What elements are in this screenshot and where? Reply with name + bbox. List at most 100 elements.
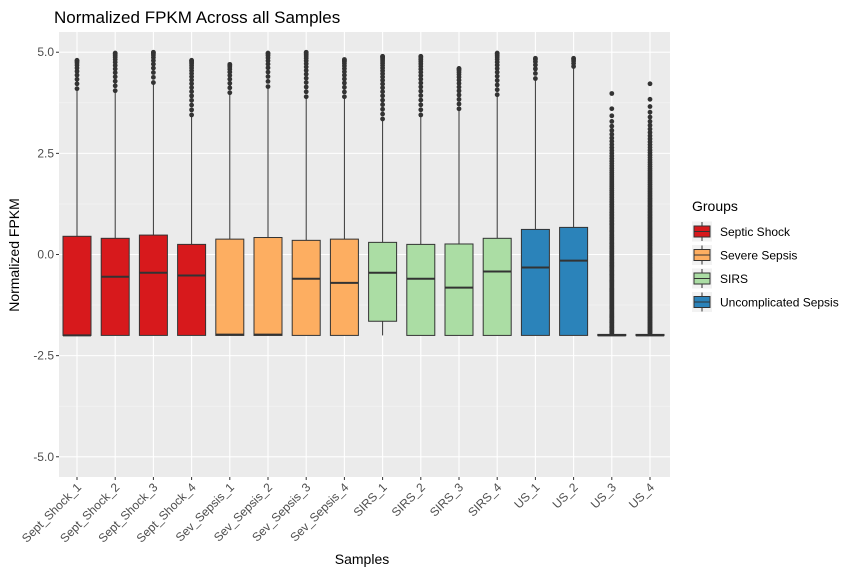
outlier-point bbox=[380, 81, 385, 87]
outlier-point bbox=[227, 80, 233, 86]
outlier-point bbox=[494, 62, 500, 68]
outlier-point bbox=[647, 119, 653, 124]
box-body bbox=[177, 243, 207, 336]
outlier-point bbox=[494, 66, 500, 71]
outlier-point bbox=[609, 128, 615, 133]
outlier-point bbox=[609, 131, 615, 137]
outlier-point bbox=[456, 92, 462, 98]
outlier-point bbox=[227, 85, 233, 91]
outlier-point bbox=[227, 90, 233, 96]
y-tick-label: 2.5 bbox=[37, 146, 54, 160]
outlier-point bbox=[418, 84, 424, 90]
box-sirs-3 bbox=[444, 66, 474, 336]
outlier-point bbox=[418, 107, 424, 113]
outlier-point bbox=[151, 80, 156, 85]
outlier-point bbox=[342, 69, 347, 75]
y-axis-title: Normalized FPKM bbox=[6, 198, 22, 312]
outlier-point bbox=[342, 89, 347, 95]
outlier-point bbox=[303, 71, 309, 77]
box-us-1 bbox=[520, 55, 550, 336]
outlier-point bbox=[380, 116, 385, 122]
outlier-point bbox=[151, 65, 156, 71]
box-sept-shock-4 bbox=[177, 57, 207, 336]
outlier-point bbox=[303, 68, 309, 73]
outlier-point bbox=[151, 70, 156, 75]
outlier-point bbox=[112, 63, 118, 68]
outlier-point bbox=[189, 102, 195, 108]
outlier-point bbox=[380, 93, 385, 99]
x-axis-title: Samples bbox=[335, 551, 389, 567]
outlier-point bbox=[456, 84, 462, 90]
outlier-point bbox=[380, 85, 385, 91]
box-sept-shock-1 bbox=[62, 57, 92, 337]
outlier-point bbox=[265, 69, 271, 75]
legend-item-sirs: SIRS bbox=[692, 268, 748, 289]
y-axis: 5.0 2.5 0.0 -2.5 -5.0 bbox=[33, 45, 59, 464]
outlier-point bbox=[494, 69, 500, 75]
outlier-point bbox=[609, 118, 615, 124]
outlier-point bbox=[609, 91, 615, 96]
outlier-point bbox=[647, 122, 653, 128]
outlier-point bbox=[380, 102, 385, 108]
outlier-point bbox=[342, 84, 347, 90]
y-tick-label: -5.0 bbox=[33, 450, 54, 464]
legend-item-severe-sepsis: Severe Sepsis bbox=[692, 245, 797, 265]
outlier-point bbox=[494, 78, 500, 83]
outlier-point bbox=[418, 102, 424, 108]
box-sev-sepsis-4 bbox=[329, 57, 359, 336]
outlier-point bbox=[609, 123, 615, 129]
outlier-point bbox=[189, 85, 195, 90]
outlier-point bbox=[456, 101, 462, 107]
outlier-point bbox=[303, 84, 309, 90]
y-tick-label: -2.5 bbox=[33, 349, 54, 363]
outlier-point bbox=[112, 66, 118, 72]
outlier-point bbox=[533, 62, 538, 68]
outlier-point bbox=[189, 107, 195, 113]
x-tick-label: SIRS_4 bbox=[465, 480, 504, 519]
outlier-point bbox=[265, 79, 271, 84]
box-body bbox=[520, 228, 550, 336]
outlier-point bbox=[265, 65, 271, 71]
box-sirs-1 bbox=[368, 53, 398, 336]
outlier-point bbox=[303, 94, 309, 100]
x-tick-label: US_4 bbox=[626, 480, 657, 511]
outlier-point bbox=[227, 73, 233, 78]
y-tick-label: 0.0 bbox=[37, 248, 54, 262]
outlier-point bbox=[151, 58, 156, 63]
box-sept-shock-3 bbox=[138, 49, 168, 336]
legend: Groups Septic Shock Severe Sepsis SIRS Unco… bbox=[692, 198, 839, 312]
box-body bbox=[482, 237, 512, 336]
outlier-point bbox=[456, 96, 462, 102]
outlier-point bbox=[456, 106, 462, 112]
box-us-3 bbox=[597, 91, 627, 337]
outlier-point bbox=[418, 76, 424, 82]
x-tick-label: SIRS_1 bbox=[351, 480, 390, 519]
box-body bbox=[444, 243, 474, 336]
outlier-point bbox=[112, 78, 118, 84]
outlier-point bbox=[265, 61, 271, 67]
outlier-point bbox=[74, 81, 80, 87]
outlier-point bbox=[418, 97, 424, 103]
x-tick-label: US_1 bbox=[511, 480, 542, 511]
outlier-point bbox=[533, 71, 538, 76]
box-sirs-4 bbox=[482, 50, 512, 336]
outlier-point bbox=[380, 111, 385, 117]
box-body bbox=[100, 237, 130, 336]
outlier-point bbox=[609, 135, 615, 141]
box-body bbox=[138, 234, 168, 336]
outlier-point bbox=[647, 109, 653, 115]
outlier-point bbox=[303, 64, 309, 70]
outlier-point bbox=[189, 77, 195, 83]
outlier-point bbox=[380, 77, 385, 83]
outlier-point bbox=[227, 69, 233, 75]
outlier-point bbox=[151, 74, 156, 80]
outlier-point bbox=[647, 96, 653, 102]
legend-label: Septic Shock bbox=[720, 225, 791, 239]
outlier-point bbox=[609, 106, 615, 112]
outlier-point bbox=[533, 76, 538, 81]
outlier-point bbox=[189, 81, 195, 87]
outlier-point bbox=[342, 94, 347, 100]
outlier-point bbox=[112, 88, 118, 94]
outlier-point bbox=[303, 75, 309, 81]
outlier-point bbox=[380, 89, 385, 95]
